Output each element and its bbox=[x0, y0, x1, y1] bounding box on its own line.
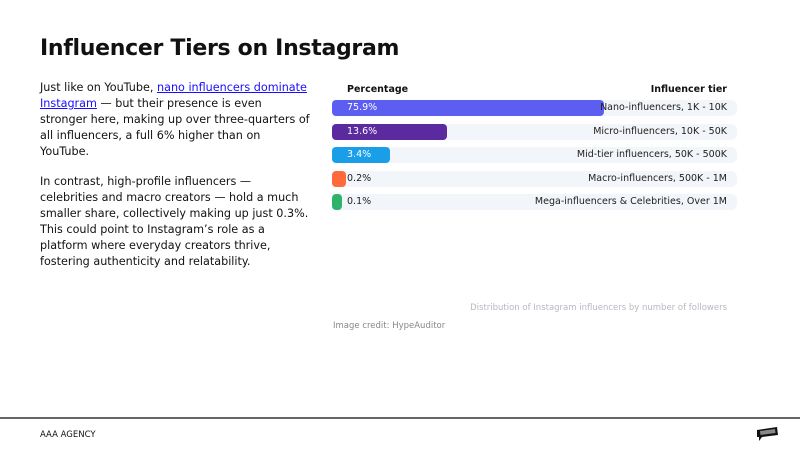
footer-agency: AAA AGENCY bbox=[40, 430, 96, 440]
bar bbox=[332, 194, 342, 210]
image-credit: Image credit: HypeAuditor bbox=[333, 321, 446, 331]
bar-value-label: 0.2% bbox=[347, 172, 372, 184]
chart-row: 75.9% Nano-influencers, 1K - 10K bbox=[332, 100, 737, 116]
chart-row: 3.4% Mid-tier influencers, 50K - 500K bbox=[332, 147, 737, 163]
bar bbox=[332, 100, 604, 116]
page-title: Influencer Tiers on Instagram bbox=[40, 36, 400, 61]
tier-label: Macro-influencers, 500K - 1M bbox=[588, 172, 727, 184]
nano-influencers-link[interactable]: nano influencers dominate Instagram bbox=[40, 81, 307, 110]
bar-value-label: 3.4% bbox=[347, 149, 372, 160]
bar-value-label: 0.1% bbox=[347, 196, 372, 207]
chart-caption: Distribution of Instagram influencers by… bbox=[470, 303, 727, 313]
chart-row: 13.6% Micro-influencers, 10K - 50K bbox=[332, 123, 737, 140]
agency-logo-icon bbox=[756, 426, 780, 446]
tier-label: Mega-influencers & Celebrities, Over 1M bbox=[534, 196, 727, 207]
bar bbox=[332, 147, 390, 163]
body-text: Just like on YouTube, nano influencers d… bbox=[40, 80, 310, 284]
influencer-tier-chart: Percentage Influencer tier 75.9% Nano-infl… bbox=[332, 84, 737, 313]
bar-value-label: 75.9% bbox=[347, 102, 378, 113]
tier-label: Mid-tier influencers, 50K - 500K bbox=[576, 149, 727, 160]
bar bbox=[332, 170, 346, 187]
paragraph-2: In contrast, high-profile influencers — … bbox=[40, 175, 309, 268]
bar bbox=[332, 123, 448, 140]
footer-divider bbox=[0, 417, 800, 419]
bar-value-label: 13.6% bbox=[347, 125, 378, 137]
tier-label: Nano-influencers, 1K - 10K bbox=[600, 102, 727, 113]
tier-label: Micro-influencers, 10K - 50K bbox=[593, 125, 727, 137]
paragraph-1: Just like on YouTube, nano influencers d… bbox=[40, 81, 310, 158]
chart-row: 0.2% Macro-influencers, 500K - 1M bbox=[332, 170, 737, 187]
x-axis-label: Percentage bbox=[347, 84, 409, 95]
chart-row: 0.1% Mega-influencers & Celebrities, Over… bbox=[332, 194, 737, 210]
y-axis-label: Influencer tier bbox=[650, 84, 727, 95]
